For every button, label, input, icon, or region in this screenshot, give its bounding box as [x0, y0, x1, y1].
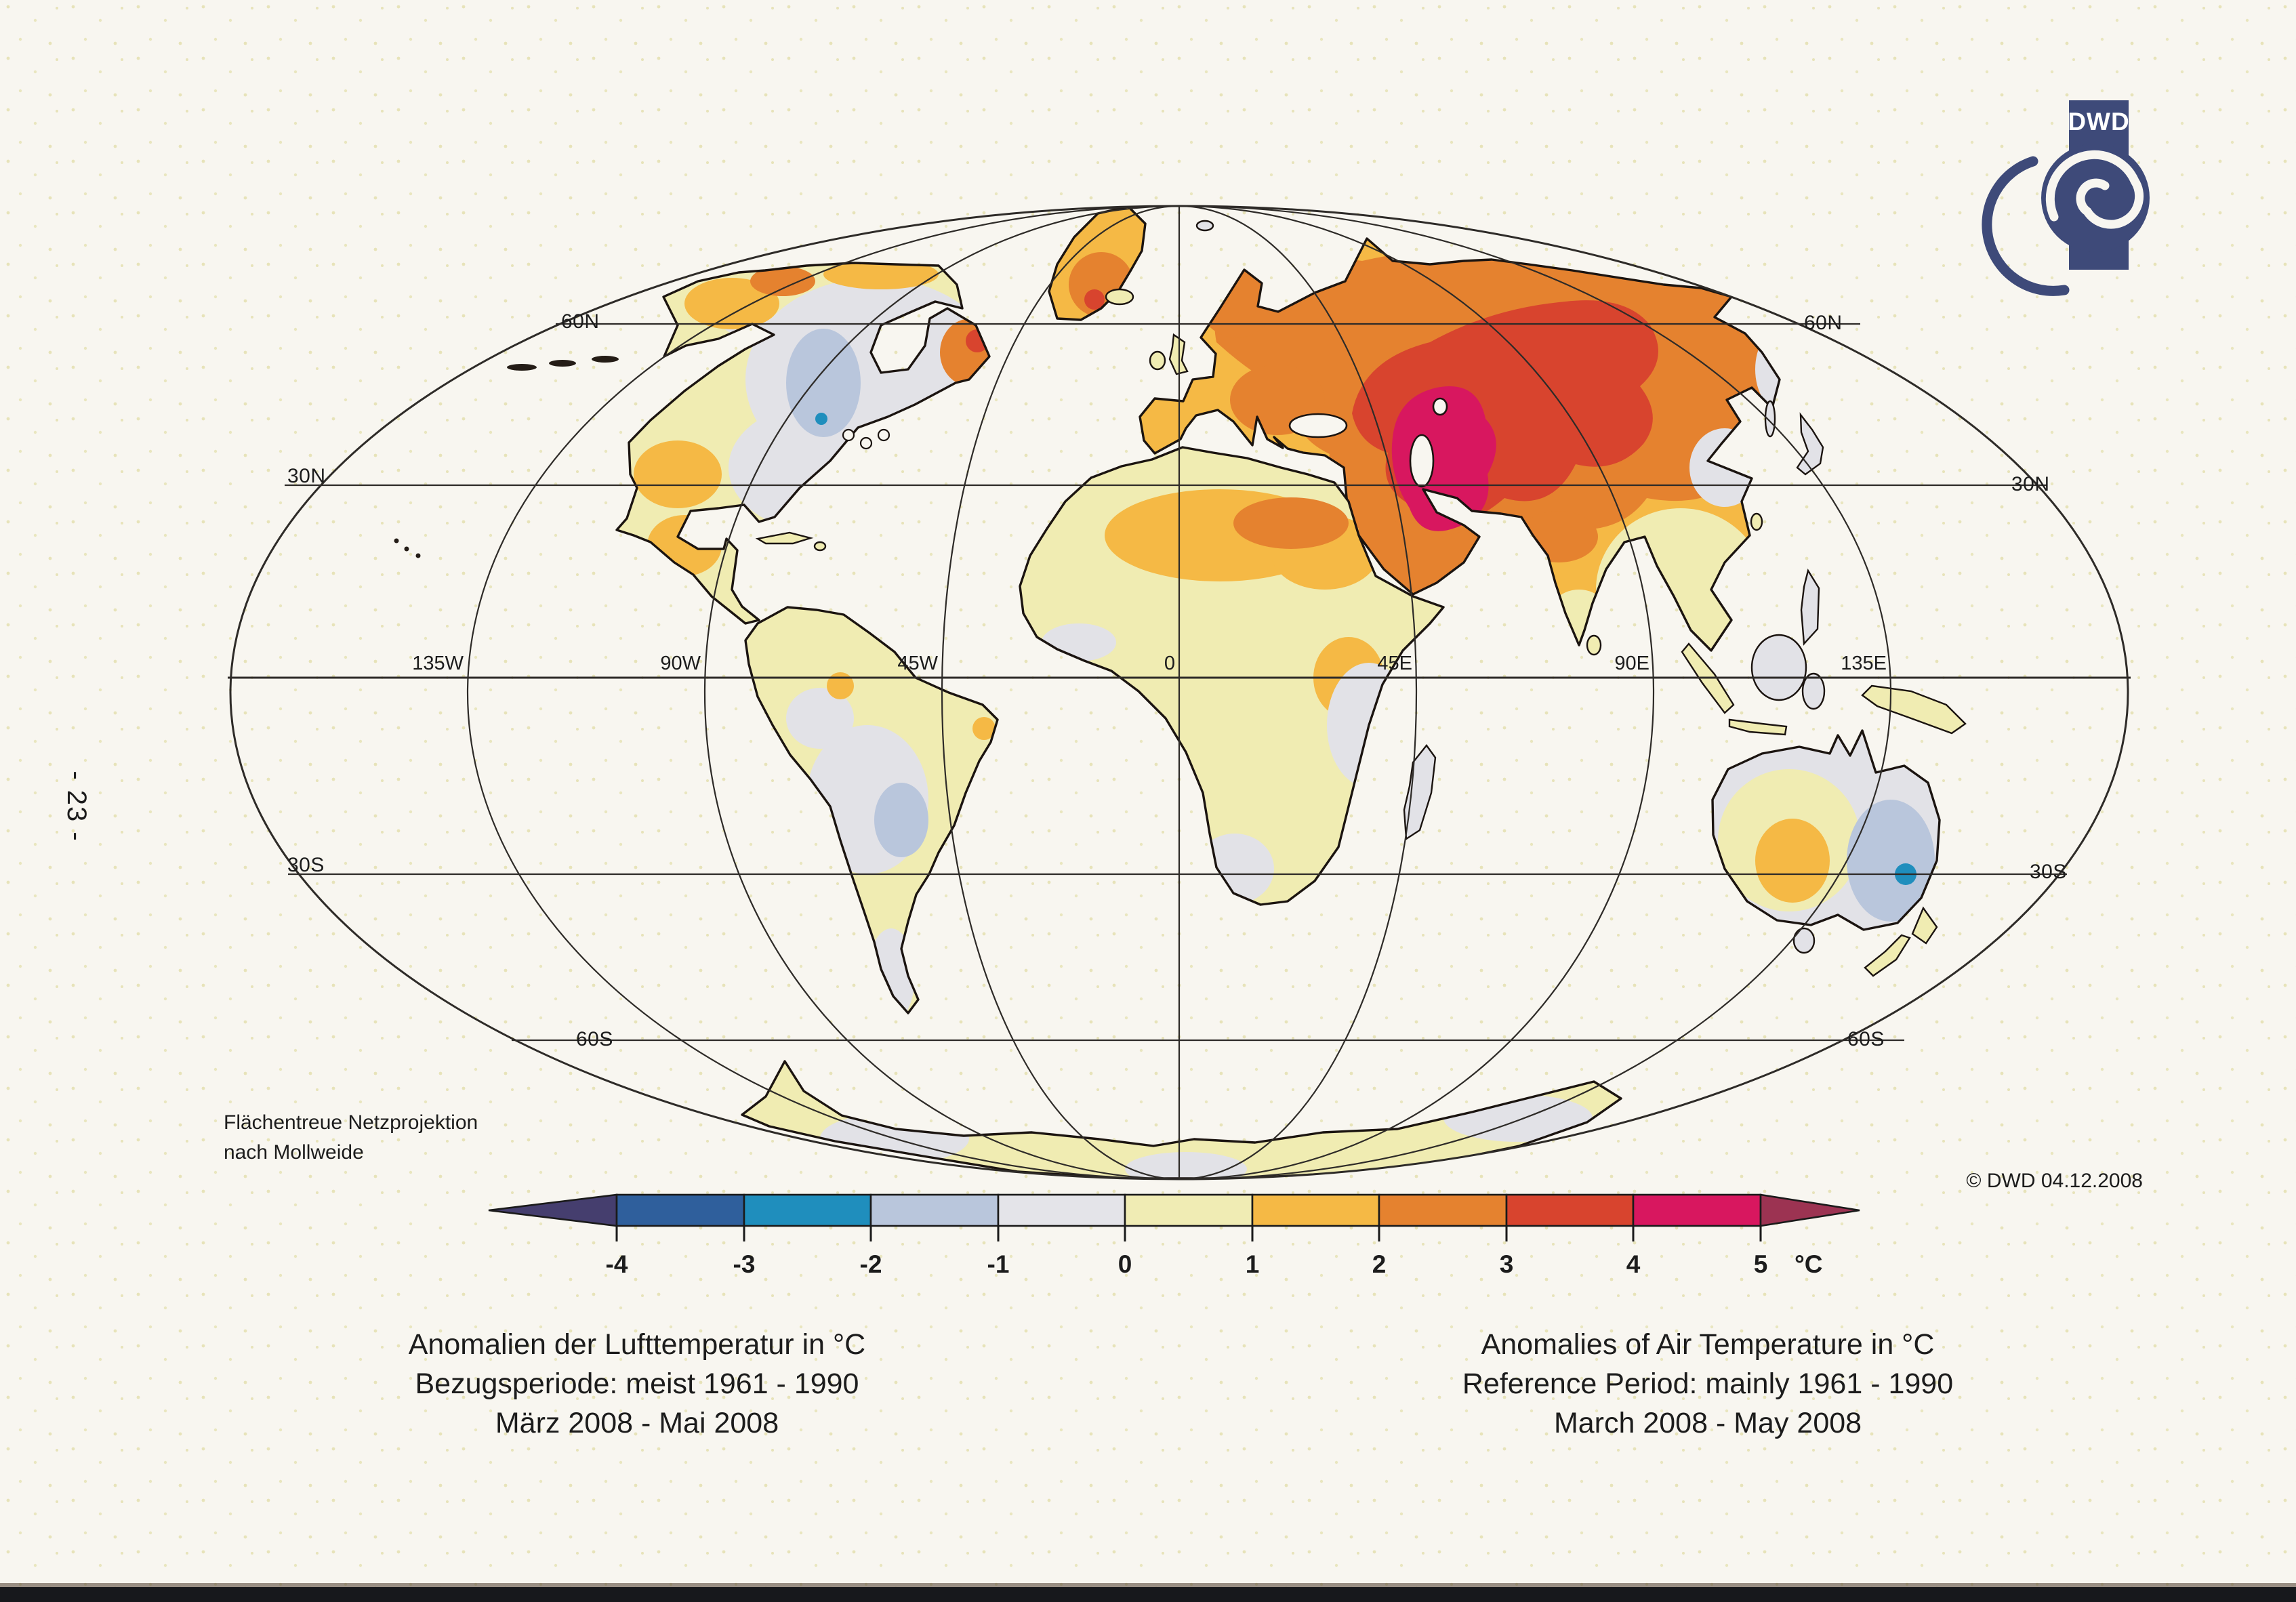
island-sakhalin — [1764, 400, 1776, 438]
caption-de-period: Bezugsperiode: meist 1961 - 1990 — [415, 1368, 859, 1400]
lat-label-30s-left: 30S — [287, 854, 325, 876]
projection-note-line1: Flächentreue Netzprojektion — [224, 1111, 478, 1134]
legend-segment-m1-0 — [997, 1193, 1126, 1227]
legend-tick-2: 2 — [1372, 1250, 1387, 1278]
island-madagascar — [1403, 744, 1437, 841]
legend-segment-2-3 — [1378, 1193, 1508, 1227]
legend-segment-m2-m1 — [869, 1193, 1000, 1227]
hawaii-islands — [394, 538, 421, 558]
legend-tick-m1: -1 — [987, 1250, 1010, 1278]
legend-arrow-above-max — [1759, 1193, 1860, 1227]
legend-tick-4: 4 — [1626, 1250, 1641, 1278]
lon-label-0: 0 — [1164, 653, 1175, 674]
lat-label-60s-left: 60S — [576, 1028, 613, 1050]
lon-label-90e: 90E — [1614, 653, 1649, 674]
dwd-logo-spiral-icon — [2045, 150, 2144, 229]
legend-segment-m3-m2 — [743, 1193, 872, 1227]
lon-label-90w: 90W — [660, 653, 701, 674]
caspian-sea — [1409, 434, 1435, 488]
dwd-logo-text: DWD — [2068, 108, 2129, 136]
island-new-zealand-north — [1911, 906, 1938, 945]
island-hispaniola — [813, 541, 827, 552]
legend-segment-0-1 — [1124, 1193, 1254, 1227]
meridian-90e — [1178, 205, 1655, 1180]
legend-tick-labels: -4 -3 -2 -1 0 1 2 3 4 5 °C — [606, 1250, 1823, 1278]
meridian-45e — [1178, 205, 1418, 1180]
lat-label-30n-left: 30N — [287, 465, 326, 487]
aral-sea — [1432, 397, 1448, 416]
caption-en-range: March 2008 - May 2008 — [1554, 1407, 1862, 1439]
legend-segment-1-2 — [1251, 1193, 1380, 1227]
caption-de-range: März 2008 - Mai 2008 — [495, 1407, 779, 1439]
legend-segment-4-5 — [1632, 1193, 1762, 1227]
island-borneo — [1750, 634, 1807, 701]
scan-edge-shadow — [0, 1583, 2296, 1588]
graticule-labels: 60N 30N 30S 60S 60N 30N 30S 60S 135W 90W… — [287, 310, 2067, 1050]
meridian-90w — [703, 205, 1180, 1180]
scan-edge-black-band — [0, 1587, 2296, 1602]
meridian-135w — [466, 205, 1180, 1180]
minor-islands — [394, 220, 1967, 977]
caption-de-title: Anomalien der Lufttemperatur in °C — [409, 1328, 865, 1361]
island-ireland — [1149, 350, 1166, 371]
lat-label-60n-left: 60N — [561, 310, 600, 333]
island-new-guinea — [1861, 684, 1967, 735]
legend-tick-1: 1 — [1246, 1250, 1260, 1278]
caption-german: Anomalien der Lufttemperatur in °C Bezug… — [409, 1328, 865, 1439]
island-java — [1728, 718, 1788, 736]
caption-english: Anomalies of Air Temperature in °C Refer… — [1462, 1328, 1953, 1439]
black-sea — [1288, 413, 1348, 438]
lat-label-30n-right: 30N — [2011, 473, 2050, 495]
lon-label-135w: 135W — [412, 653, 464, 674]
dwd-logo: DWD — [1982, 100, 2150, 296]
legend-tick-m2: -2 — [860, 1250, 882, 1278]
continent-australia — [1711, 729, 1941, 931]
great-lakes — [842, 428, 890, 450]
projection-note-line2: nach Mollweide — [224, 1141, 364, 1164]
island-philippines — [1800, 568, 1820, 646]
meridian-45w — [941, 205, 1180, 1180]
island-cuba — [755, 531, 814, 545]
color-scale-legend: -4 -3 -2 -1 0 1 2 3 4 5 °C — [488, 1193, 1860, 1278]
meridian-135e — [1178, 205, 1892, 1180]
legend-tick-m3: -3 — [733, 1250, 756, 1278]
island-sulawesi — [1801, 672, 1826, 710]
legend-tick-marks — [615, 1226, 1762, 1241]
lon-label-45w: 45W — [897, 653, 938, 674]
island-iceland — [1105, 288, 1134, 306]
world-map: 60N 30N 30S 60S 60N 30N 30S 60S 135W 90W… — [228, 205, 2131, 1180]
legend-tick-0: 0 — [1118, 1250, 1132, 1278]
lat-label-60s-right: 60S — [1847, 1028, 1885, 1050]
copyright-note: © DWD 04.12.2008 — [1966, 1170, 2143, 1192]
lat-label-30s-right: 30S — [2030, 861, 2067, 883]
graticule — [228, 205, 2131, 1180]
island-taiwan — [1750, 512, 1763, 531]
legend-tick-5: 5 — [1754, 1250, 1768, 1278]
island-svalbard — [1195, 220, 1214, 232]
legend-tick-3: 3 — [1500, 1250, 1514, 1278]
lon-label-45e: 45E — [1377, 653, 1412, 674]
caption-en-period: Reference Period: mainly 1961 - 1990 — [1462, 1368, 1953, 1400]
island-new-zealand-south — [1864, 934, 1911, 977]
aleutian-islands — [507, 356, 619, 371]
lat-label-60n-right: 60N — [1804, 312, 1843, 334]
dwd-logo-cloud — [2041, 144, 2150, 252]
page-number: - 23 - — [62, 771, 91, 842]
island-tasmania — [1792, 927, 1816, 954]
legend-unit-label: °C — [1795, 1250, 1823, 1278]
legend-segment-3-4 — [1505, 1193, 1635, 1227]
island-sri-lanka — [1586, 634, 1602, 656]
dwd-logo-spiral-tail — [1982, 156, 2070, 296]
legend-tick-m4: -4 — [606, 1250, 628, 1278]
legend-segment-m4-m3 — [615, 1193, 745, 1227]
lon-label-135e: 135E — [1841, 653, 1887, 674]
caption-en-title: Anomalies of Air Temperature in °C — [1481, 1328, 1935, 1361]
